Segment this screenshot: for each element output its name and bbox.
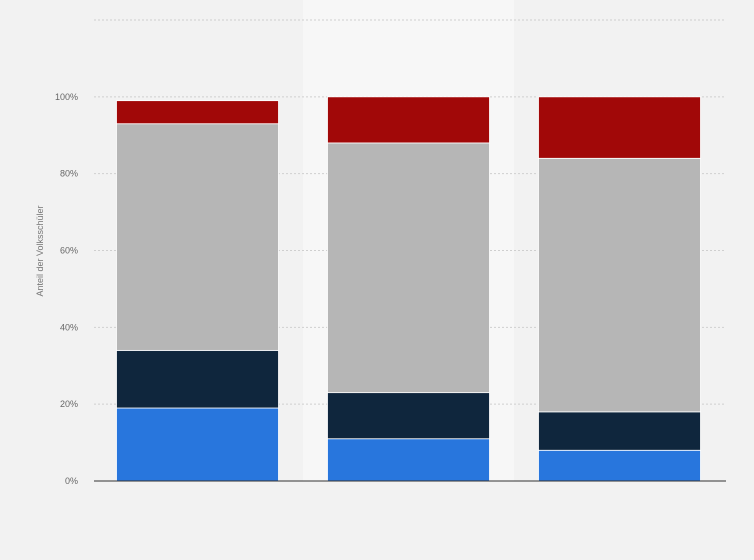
bar-segment [116, 407, 279, 482]
bar-segment [538, 411, 701, 451]
y-tick-label: 60% [60, 246, 78, 256]
bar-segment [327, 96, 490, 144]
y-tick-label: 0% [65, 476, 78, 486]
y-tick-label: 100% [55, 92, 78, 102]
bar-segment [327, 142, 490, 394]
bar-segment [538, 449, 701, 482]
bar-segment [538, 96, 701, 159]
bar-segment [538, 157, 701, 413]
bar-segment [116, 349, 279, 409]
bar-segment [116, 100, 279, 125]
bar-segment [116, 123, 279, 351]
axis-layer: 0% 20% 40% 60% 80% 100% [55, 92, 726, 486]
y-tick-label: 80% [60, 169, 78, 179]
y-tick-label: 20% [60, 399, 78, 409]
bar-segment [327, 392, 490, 440]
bars-layer [116, 96, 701, 482]
y-axis-label: Anteil der Volksschüler [35, 205, 45, 296]
y-tick-label: 40% [60, 322, 78, 332]
bar-segment [327, 438, 490, 482]
